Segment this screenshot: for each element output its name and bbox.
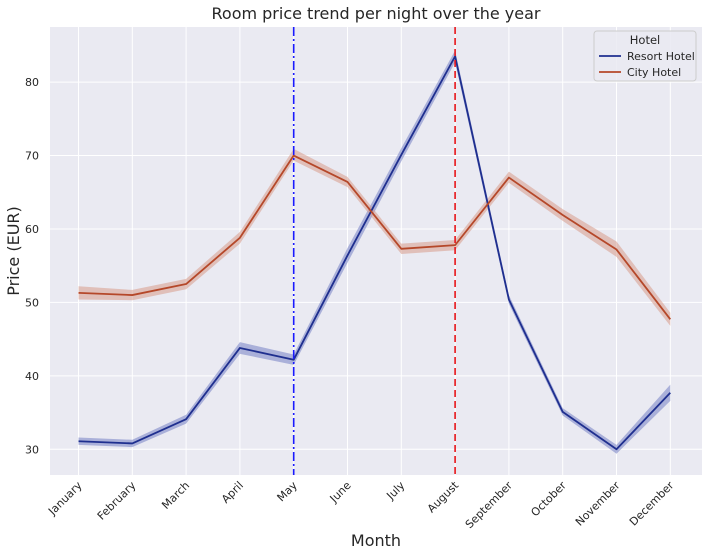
y-tick-label: 40 — [25, 370, 39, 383]
x-axis-label: Month — [351, 531, 401, 550]
plot-background — [50, 27, 702, 475]
x-tick-label: August — [425, 478, 462, 515]
x-tick-label: April — [219, 479, 246, 506]
x-tick-label: March — [159, 479, 192, 512]
legend: Hotel Resort Hotel City Hotel — [593, 30, 697, 82]
x-tick-label: July — [384, 479, 408, 503]
legend-box — [593, 30, 697, 82]
city-hotel-line — [78, 154, 672, 320]
y-axis-label: Price (EUR) — [4, 206, 23, 296]
legend-entry: City Hotel — [627, 66, 681, 79]
legend-entry: Resort Hotel — [627, 50, 695, 63]
x-tick-label: December — [627, 479, 677, 529]
y-tick-label: 30 — [25, 443, 39, 456]
x-tick-label: June — [327, 479, 354, 506]
y-tick-label: 80 — [25, 76, 39, 89]
x-tick-label: November — [573, 479, 623, 529]
x-tick-label: January — [45, 479, 85, 519]
legend-title: Hotel — [630, 33, 660, 47]
x-tick-label: October — [528, 479, 569, 520]
y-tick-label: 70 — [25, 150, 39, 163]
y-tick-label: 60 — [25, 223, 39, 236]
resort-hotel-line — [78, 55, 671, 451]
x-tick-label: February — [95, 479, 139, 523]
y-tick-label: 50 — [25, 296, 39, 309]
x-tick-label: September — [463, 479, 516, 532]
x-tick-label: May — [275, 479, 301, 505]
plot-area: 30 40 50 60 70 80 January February March April May… — [25, 27, 702, 531]
chart-title: Room price trend per night over the year — [212, 4, 541, 23]
